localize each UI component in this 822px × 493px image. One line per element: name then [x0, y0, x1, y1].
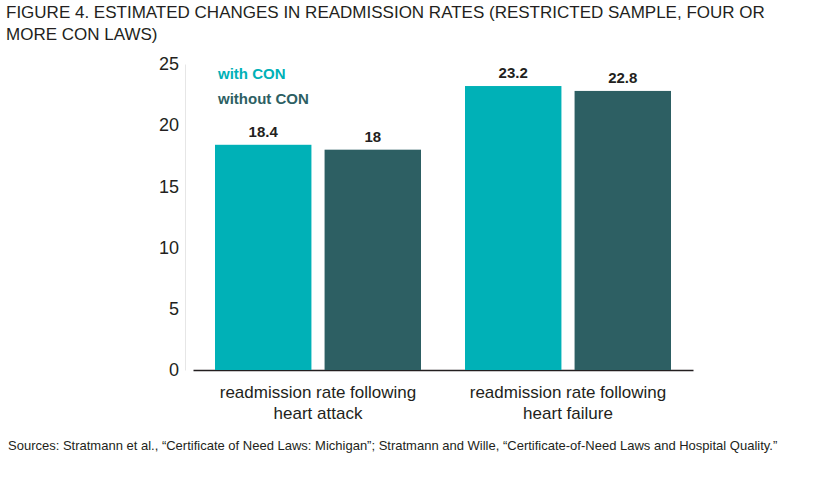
bar — [465, 86, 561, 370]
y-tick: 15 — [159, 177, 185, 197]
bars — [215, 86, 671, 370]
chart: 0 5 10 15 20 25 readmission rate followinghear… — [0, 0, 822, 493]
y-tick: 20 — [159, 115, 185, 135]
y-tick-label: 5 — [169, 299, 179, 319]
data-label: 18.4 — [249, 123, 279, 140]
x-tick: readmission rate followingheart failure — [470, 370, 667, 423]
y-tick: 5 — [169, 299, 185, 319]
source-note: Sources: Stratmann et al., “Certificate … — [8, 436, 814, 455]
legend-entry: with CON — [217, 65, 286, 82]
y-tick: 10 — [159, 238, 185, 258]
bar — [325, 150, 421, 370]
data-label: 18 — [364, 128, 381, 145]
x-tick: readmission rate followingheart attack — [220, 370, 417, 423]
bar — [575, 91, 671, 370]
x-tick-label: readmission rate followingheart attack — [220, 383, 417, 423]
y-tick-label: 10 — [159, 238, 179, 258]
y-tick: 25 — [159, 54, 185, 74]
y-tick-label: 20 — [159, 115, 179, 135]
x-axis: readmission rate followingheart attack re… — [194, 370, 694, 423]
y-tick-label: 0 — [169, 360, 179, 380]
data-label: 22.8 — [608, 69, 637, 86]
bar — [215, 145, 311, 370]
y-axis: 0 5 10 15 20 25 — [159, 54, 186, 380]
x-tick-label: readmission rate followingheart failure — [470, 383, 667, 423]
y-axis-line — [185, 65, 186, 371]
y-tick-label: 15 — [159, 177, 179, 197]
legend-entry: without CON — [217, 90, 309, 107]
y-tick: 0 — [169, 360, 185, 380]
data-label: 23.2 — [499, 64, 528, 81]
y-tick-label: 25 — [159, 54, 179, 74]
chart-title: FIGURE 4. ESTIMATED CHANGES IN READMISSI… — [6, 2, 806, 46]
legend: with CON without CON — [217, 65, 309, 107]
